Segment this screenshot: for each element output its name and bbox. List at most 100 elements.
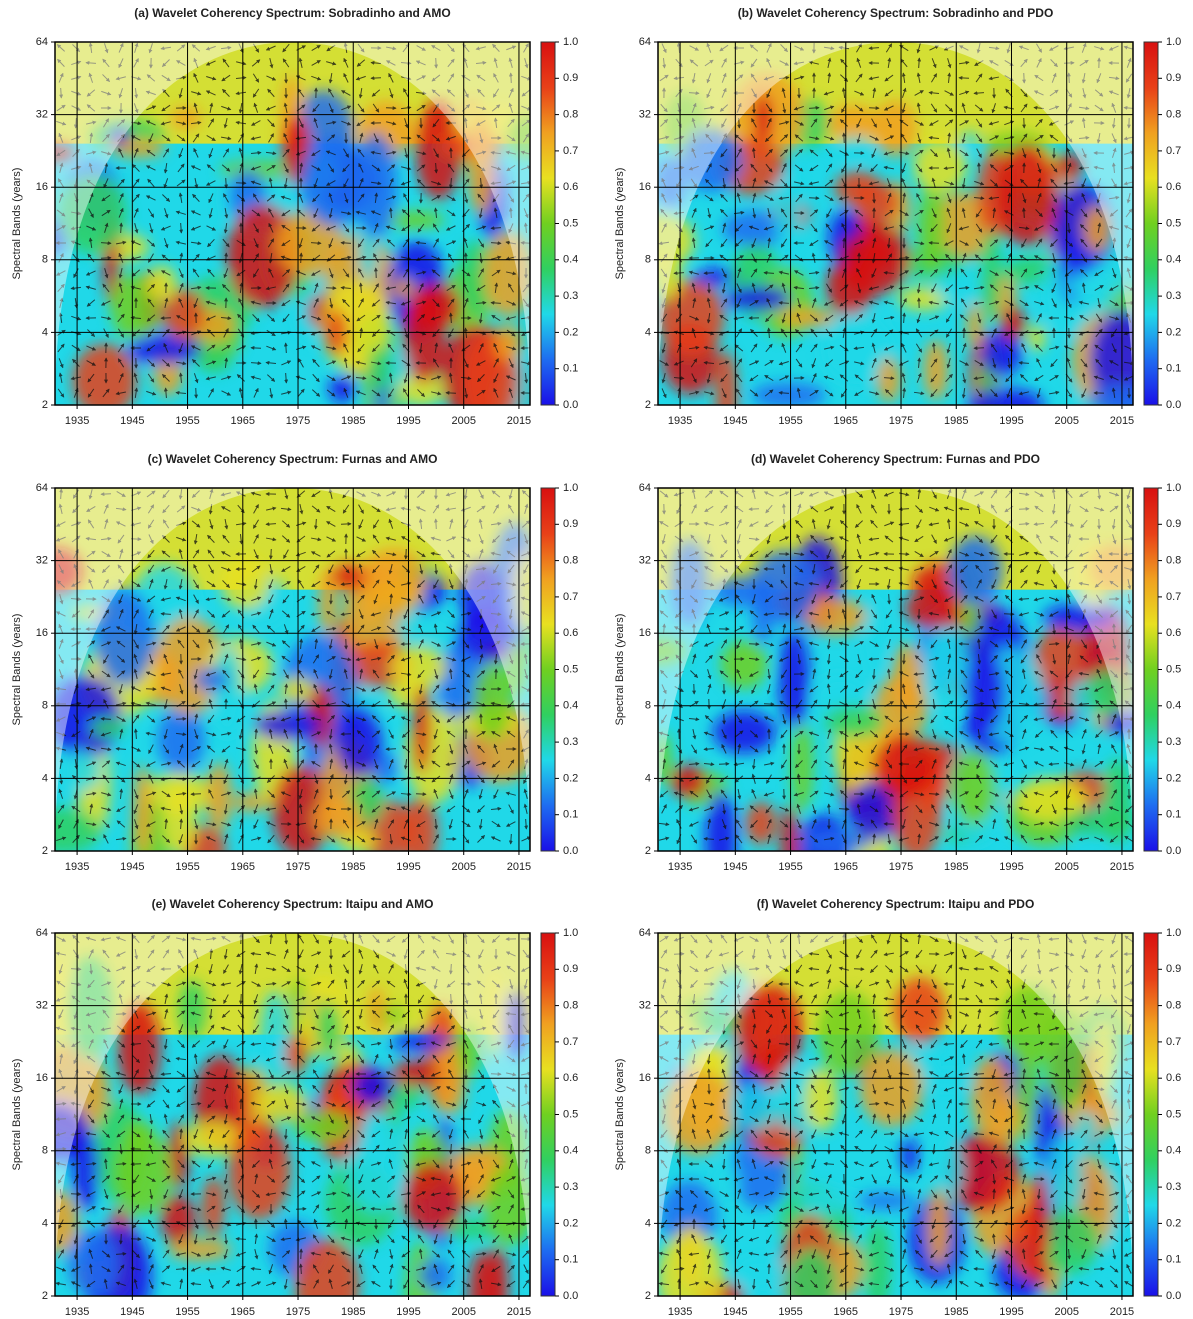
- x-tick-label: 1975: [286, 1306, 310, 1318]
- phase-arrow: [371, 78, 381, 79]
- phase-arrow: [1019, 363, 1029, 364]
- field-blob: [314, 797, 361, 841]
- phase-arrow: [286, 934, 287, 944]
- colorbar-tick-label: 0.1: [1166, 363, 1181, 375]
- field-blob: [392, 1060, 440, 1087]
- field-blob: [179, 980, 207, 1038]
- colorbar-tick-label: 0.2: [1166, 772, 1181, 784]
- field-blob: [206, 762, 232, 830]
- chart-title: (a) Wavelet Coherency Spectrum: Sobradin…: [134, 6, 451, 20]
- field-blob: [403, 1163, 464, 1233]
- colorbar-tick-label: 0.3: [563, 736, 578, 748]
- coherency-field: [36, 42, 558, 451]
- field-blob: [1047, 1134, 1083, 1222]
- colorbar-tick-label: 0.9: [1166, 518, 1181, 530]
- field-blob: [319, 569, 337, 636]
- phase-arrow: [809, 198, 819, 199]
- field-blob: [720, 640, 768, 688]
- colorbar-tick-label: 0.0: [1166, 399, 1181, 411]
- phase-arrow: [749, 644, 759, 645]
- coherency-field: [658, 933, 1134, 1319]
- x-tick-label: 2015: [507, 415, 531, 427]
- field-blob: [774, 175, 802, 244]
- field-blob: [824, 706, 885, 738]
- phase-arrow: [146, 629, 156, 630]
- x-tick-label: 1955: [175, 415, 199, 427]
- field-blob: [866, 598, 885, 676]
- phase-arrow: [829, 804, 830, 814]
- colorbar-tick-label: 1.0: [563, 927, 578, 939]
- x-tick-label: 2005: [451, 415, 475, 427]
- phase-arrow: [191, 794, 201, 795]
- y-axis-label: Spectral Bands (years): [614, 168, 626, 280]
- phase-arrow: [794, 839, 804, 840]
- colorbar-tick-label: 0.1: [563, 1254, 578, 1266]
- field-blob: [410, 283, 460, 330]
- phase-arrow: [839, 809, 849, 810]
- y-tick-label: 64: [36, 36, 48, 48]
- phase-arrow: [301, 253, 302, 263]
- colorbar-tick-label: 0.5: [1166, 217, 1181, 229]
- colorbar-tick-label: 0.0: [1166, 845, 1181, 857]
- field-blob: [779, 631, 810, 729]
- y-tick-label: 32: [639, 109, 651, 121]
- phase-arrow: [286, 1129, 287, 1139]
- x-tick-label: 1995: [396, 1306, 420, 1318]
- x-tick-label: 2005: [451, 861, 475, 873]
- phase-arrow: [724, 1099, 725, 1109]
- colorbar-tick-label: 0.6: [563, 1072, 578, 1084]
- phase-arrow: [779, 303, 789, 304]
- phase-arrow: [416, 794, 426, 795]
- y-tick-label: 32: [36, 555, 48, 567]
- field-blob: [751, 550, 818, 624]
- x-tick-label: 1995: [999, 415, 1023, 427]
- y-tick-label: 8: [42, 254, 48, 266]
- phase-arrow: [1009, 624, 1010, 634]
- phase-arrow: [511, 834, 512, 844]
- field-blob: [391, 1034, 449, 1051]
- phase-arrow: [704, 839, 714, 840]
- phase-arrow: [121, 1234, 122, 1244]
- x-tick-label: 1965: [231, 415, 255, 427]
- y-tick-label: 4: [645, 326, 651, 338]
- field-blob: [762, 1044, 783, 1091]
- x-tick-label: 1975: [889, 861, 913, 873]
- field-blob: [63, 750, 102, 790]
- y-tick-label: 2: [42, 399, 48, 411]
- phase-arrow: [1004, 614, 1014, 615]
- x-tick-label: 1965: [834, 861, 858, 873]
- phase-arrow: [929, 243, 939, 244]
- phase-arrow: [899, 554, 909, 555]
- x-tick-label: 1935: [668, 415, 692, 427]
- colorbar-tick-label: 1.0: [1166, 482, 1181, 494]
- colorbar-tick-label: 0.4: [563, 254, 578, 266]
- x-tick-label: 1935: [668, 861, 692, 873]
- y-tick-label: 4: [42, 326, 48, 338]
- y-tick-label: 2: [645, 399, 651, 411]
- chart-title: (b) Wavelet Coherency Spectrum: Sobradin…: [738, 6, 1054, 20]
- phase-arrow: [236, 183, 246, 184]
- colorbar-tick-label: 0.1: [1166, 809, 1181, 821]
- field-blob: [368, 348, 391, 392]
- phase-arrow: [241, 994, 242, 1004]
- phase-arrow: [979, 669, 980, 679]
- phase-arrow: [526, 819, 527, 829]
- x-tick-label: 1965: [834, 415, 858, 427]
- colorbar-tick-label: 0.6: [1166, 181, 1181, 193]
- x-tick-label: 2005: [1054, 861, 1078, 873]
- field-blob: [114, 1130, 171, 1215]
- colorbar: [541, 933, 555, 1296]
- colorbar-tick-label: 0.7: [1166, 591, 1181, 603]
- phase-arrow: [116, 1164, 126, 1165]
- x-tick-label: 1975: [286, 415, 310, 427]
- field-blob: [835, 137, 877, 160]
- field-blob: [745, 802, 776, 845]
- coherency-field: [25, 488, 540, 880]
- phase-arrow: [286, 343, 287, 353]
- phase-arrow: [211, 774, 212, 784]
- phase-arrow: [181, 223, 182, 233]
- field-blob: [924, 1072, 976, 1088]
- y-axis-label: Spectral Bands (years): [11, 1059, 23, 1171]
- x-tick-label: 1985: [944, 415, 968, 427]
- field-blob: [67, 1230, 119, 1297]
